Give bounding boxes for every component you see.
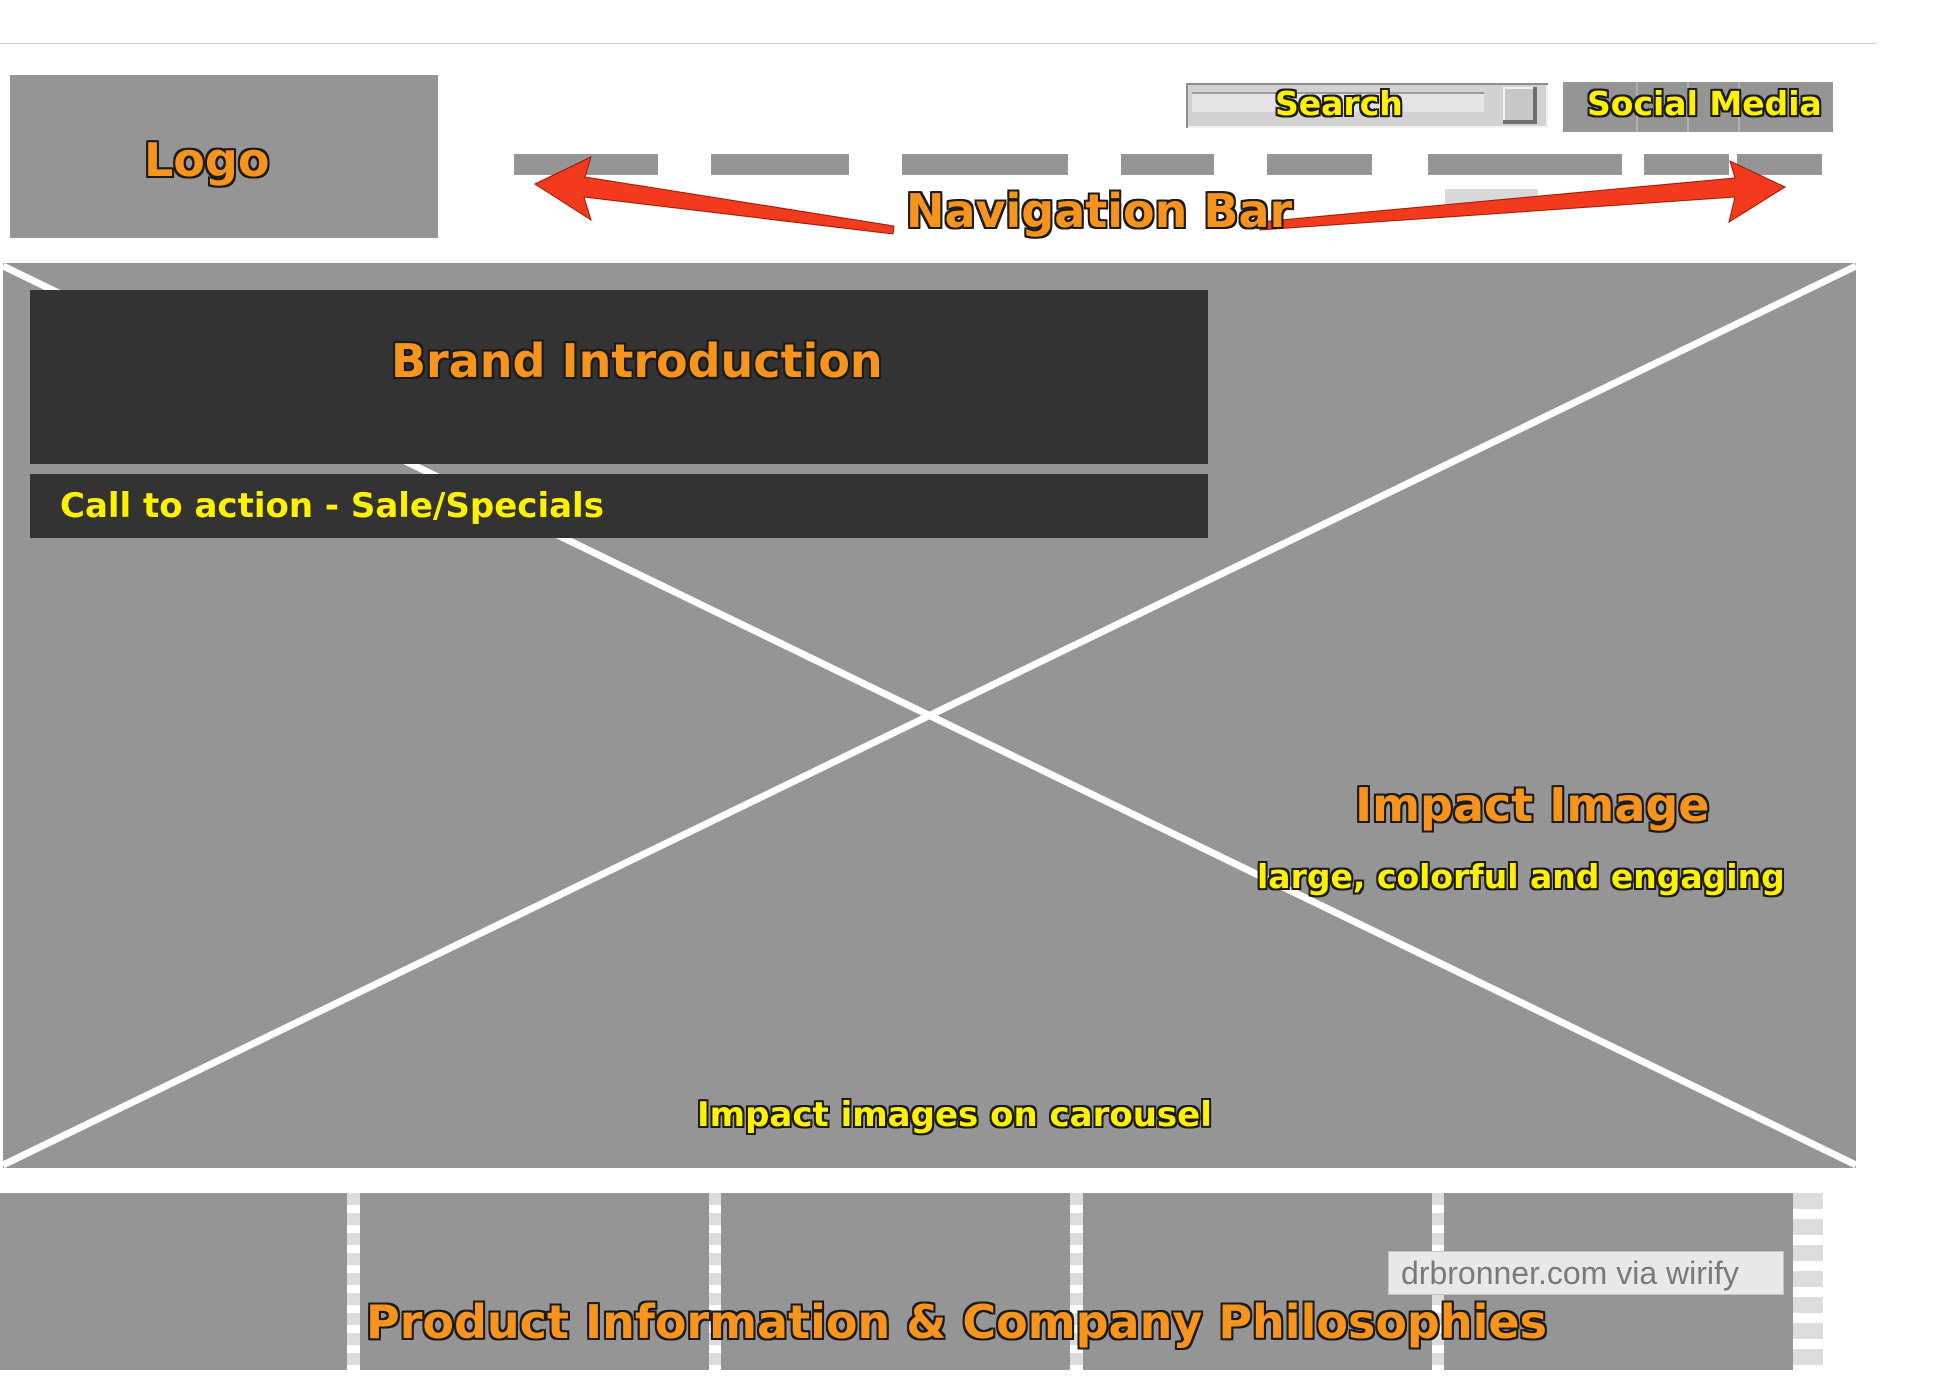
search-box[interactable] bbox=[1186, 83, 1548, 128]
product-tile[interactable] bbox=[360, 1193, 709, 1370]
brand-introduction-label: Brand Introduction bbox=[391, 334, 883, 388]
nav-item[interactable] bbox=[902, 154, 1068, 175]
impact-image-title: Impact Image bbox=[1355, 778, 1710, 832]
search-input-bar bbox=[1192, 92, 1484, 112]
nav-item[interactable] bbox=[1737, 154, 1822, 175]
navigation-bar-label: Navigation Bar bbox=[906, 184, 1293, 238]
right-arrow-icon bbox=[1258, 160, 1787, 231]
logo-placeholder bbox=[10, 75, 438, 238]
social-divider bbox=[1738, 82, 1740, 132]
product-information-label: Product Information & Company Philosophi… bbox=[366, 1295, 1547, 1349]
impact-image-subtitle: large, colorful and engaging bbox=[1257, 857, 1785, 896]
tile-separator bbox=[1793, 1193, 1823, 1370]
logo-label: Logo bbox=[144, 133, 270, 187]
brand-introduction-panel bbox=[30, 290, 1208, 464]
diagonal-line bbox=[3, 263, 1856, 1168]
social-divider bbox=[1636, 82, 1638, 132]
left-arrow-icon bbox=[533, 156, 895, 235]
nav-arrows bbox=[533, 156, 1787, 235]
product-tile[interactable] bbox=[1083, 1193, 1432, 1370]
nav-item[interactable] bbox=[1121, 154, 1214, 175]
top-divider bbox=[0, 43, 1876, 44]
nav-item[interactable] bbox=[1428, 154, 1622, 175]
tile-separator bbox=[1070, 1193, 1083, 1370]
nav-item[interactable] bbox=[1644, 154, 1729, 175]
watermark-text: drbronner.com via wirify bbox=[1401, 1255, 1739, 1291]
carousel-label: Impact images on carousel bbox=[697, 1095, 1212, 1135]
call-to-action-label: Call to action - Sale/Specials bbox=[60, 486, 604, 526]
search-button[interactable] bbox=[1503, 87, 1537, 124]
nav-item[interactable] bbox=[711, 154, 849, 175]
social-divider bbox=[1687, 82, 1689, 132]
social-media-box[interactable] bbox=[1563, 82, 1833, 132]
social-media-label: Social Media bbox=[1587, 84, 1822, 123]
product-tile[interactable] bbox=[721, 1193, 1070, 1370]
product-tile[interactable] bbox=[0, 1193, 347, 1370]
watermark-box bbox=[1388, 1251, 1784, 1295]
tile-separator bbox=[347, 1193, 360, 1370]
nav-item[interactable] bbox=[1267, 154, 1372, 175]
search-label: Search bbox=[1275, 84, 1403, 123]
tile-separator bbox=[709, 1193, 721, 1370]
call-to-action-button[interactable] bbox=[30, 474, 1208, 538]
